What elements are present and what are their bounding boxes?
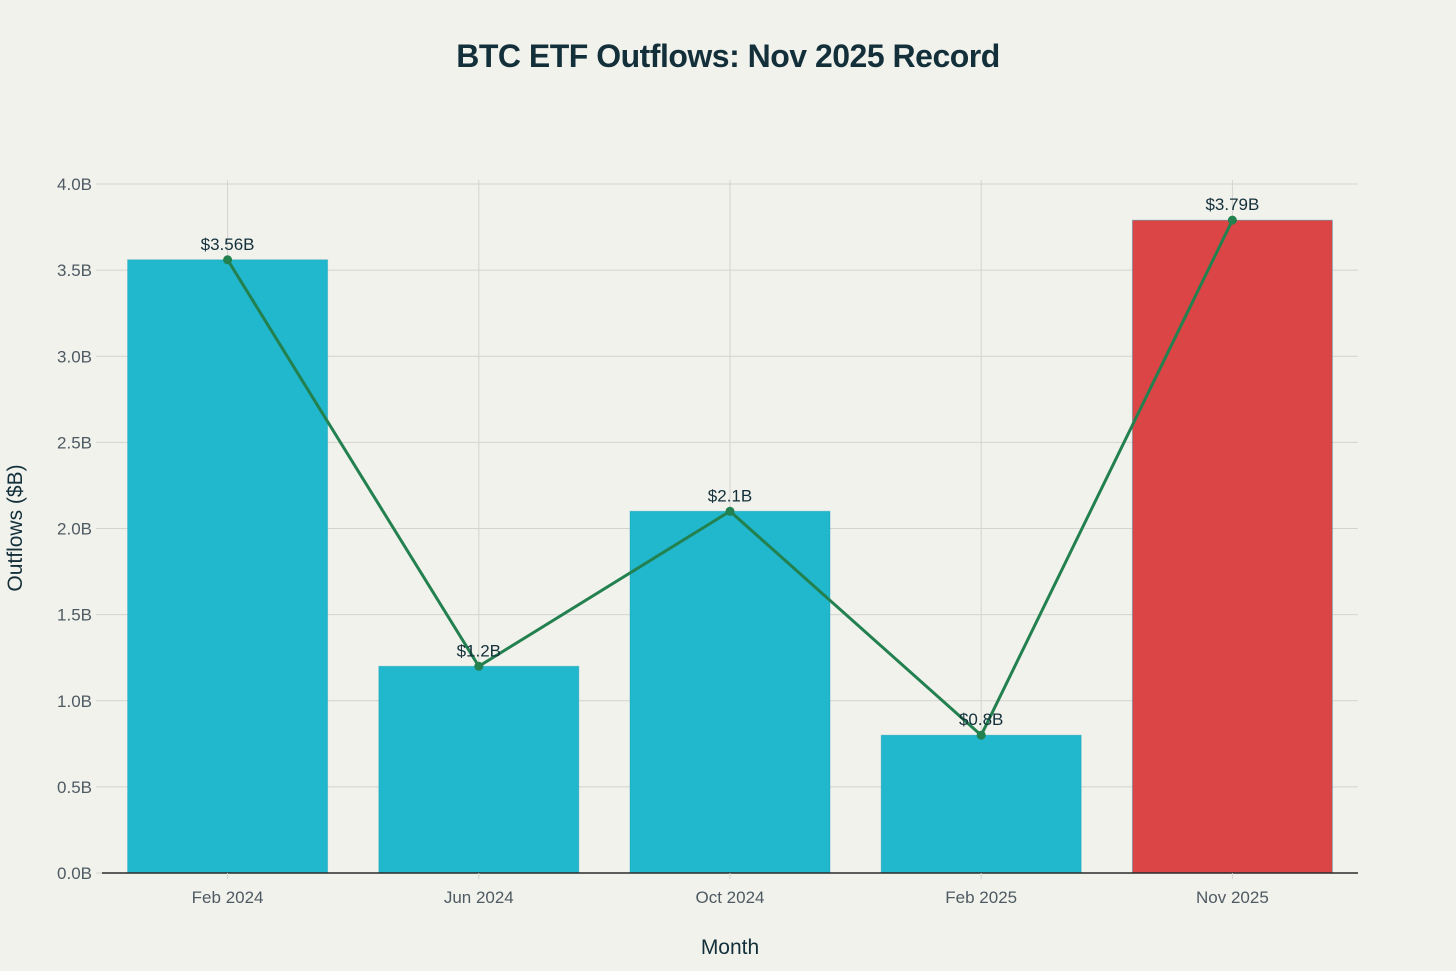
x-tick-label: Jun 2024 <box>444 888 514 907</box>
y-tick-label: 2.5B <box>57 433 92 452</box>
y-axis-title: Outflows ($B) <box>4 464 27 591</box>
data-label: $2.1B <box>708 486 752 505</box>
x-axis-title: Month <box>701 936 759 959</box>
x-tick-label: Nov 2025 <box>1196 888 1269 907</box>
bar-feb-2025 <box>880 734 1082 874</box>
trend-marker <box>474 661 484 671</box>
data-labels: $3.56B $1.2B $2.1B $0.8B $3.79B <box>201 195 1260 729</box>
y-tick-label: 4.0B <box>57 175 92 194</box>
trend-marker <box>725 506 735 516</box>
bar-feb-2024 <box>127 259 329 874</box>
y-tick-label: 3.0B <box>57 347 92 366</box>
trend-marker <box>223 255 233 265</box>
y-tick-label: 3.5B <box>57 261 92 280</box>
y-tick-label: 0.0B <box>57 864 92 883</box>
x-tick-label: Feb 2024 <box>192 888 264 907</box>
trend-marker <box>1227 215 1237 225</box>
y-tick-label: 1.5B <box>57 606 92 625</box>
bar-jun-2024 <box>378 665 580 874</box>
bar-nov-2025 <box>1131 219 1333 874</box>
data-label: $3.79B <box>1205 195 1259 214</box>
data-label: $1.2B <box>457 641 501 660</box>
x-tick-label: Feb 2025 <box>945 888 1017 907</box>
data-label: $0.8B <box>959 710 1003 729</box>
data-label: $3.56B <box>201 235 255 254</box>
y-tick-label: 1.0B <box>57 692 92 711</box>
bar-oct-2024 <box>629 510 831 874</box>
y-tick-label: 0.5B <box>57 778 92 797</box>
trend-line <box>223 215 1237 740</box>
x-axis-ticks: Feb 2024 Jun 2024 Oct 2024 Feb 2025 Nov 2025 <box>192 873 1269 907</box>
trend-marker <box>976 730 986 740</box>
y-tick-label: 2.0B <box>57 520 92 539</box>
chart-title: BTC ETF Outflows: Nov 2025 Record <box>456 38 1000 74</box>
x-tick-label: Oct 2024 <box>696 888 765 907</box>
y-axis-ticks: 0.0B 0.5B 1.0B 1.5B 2.0B 2.5B 3.0B 3.5B 4.0B <box>57 175 102 883</box>
bars <box>127 219 1333 874</box>
